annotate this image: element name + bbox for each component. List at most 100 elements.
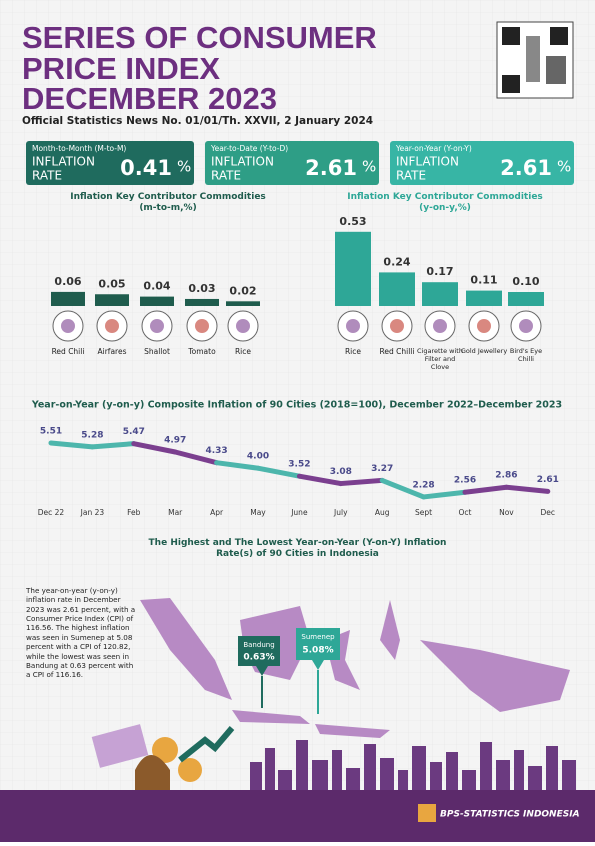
line-segment: [503, 484, 551, 494]
bar: [95, 294, 129, 306]
x-tick-label: Dec: [541, 508, 556, 517]
line-segment: [172, 449, 220, 466]
line-segment: [48, 440, 95, 450]
value-label: 4.33: [205, 446, 227, 456]
line-segment: [131, 441, 178, 455]
stat-value: 2.61: [305, 156, 357, 180]
value-label: 4.00: [247, 452, 269, 462]
text-box: Gold Jewellery: [461, 347, 507, 355]
x-tick-label: Jan 23: [80, 508, 105, 517]
value-label: 5.51: [40, 426, 62, 436]
wrapped-text: Tomato: [188, 347, 216, 356]
footer-org: BPS-STATISTICS INDONESIA: [440, 810, 580, 820]
category-icon-fill: [477, 319, 491, 333]
category-icon-fill: [519, 319, 533, 333]
title-line: SERIES OF CONSUMER: [22, 20, 377, 55]
qr-code: [496, 21, 574, 99]
value-label: 0.11: [470, 274, 497, 287]
wrapped-text: Red Chilli: [379, 347, 415, 356]
line-segment: [421, 489, 468, 500]
value-label: 4.97: [164, 436, 186, 446]
text-box: Airfares: [97, 347, 127, 356]
stat-unit: %: [557, 158, 571, 176]
text-box: Red Chilli: [379, 347, 415, 356]
line-segment: [338, 477, 385, 487]
value-label: 0.17: [426, 265, 453, 278]
value-label: 0.24: [383, 255, 410, 268]
value-label: 0.02: [229, 284, 256, 297]
x-tick-label: July: [333, 508, 348, 517]
text-box: Shallot: [144, 347, 170, 356]
stat-period: Month-to-Month (M-to-M): [32, 144, 126, 153]
stat-label: RATE: [211, 169, 241, 183]
category-icon-fill: [105, 319, 119, 333]
map-callout-sumenep: Sumenep 5.08%: [296, 628, 340, 714]
wrapped-text: Inflation Key Contributor Commodities (y…: [347, 192, 543, 214]
bar: [379, 272, 415, 306]
line-chart-title: Year-on-Year (y-on-y) Composite Inflatio…: [31, 400, 562, 411]
x-tick-label: Nov: [499, 508, 514, 517]
text-box: Inflation Key Contributor Commodities (y…: [347, 192, 543, 214]
stat-label: INFLATION: [211, 155, 274, 169]
stat-unit: %: [177, 158, 191, 176]
title-line: DECEMBER 2023: [22, 81, 277, 116]
stat-value: 2.61: [500, 156, 552, 180]
category-icon-fill: [236, 319, 250, 333]
line-segment: [214, 460, 261, 471]
text-box: Tomato: [188, 347, 216, 356]
bar: [466, 290, 502, 306]
paragraph-box: The year-on-year (y-on-y) inflation rate…: [26, 586, 135, 679]
bar: [185, 298, 219, 306]
stat-label: RATE: [32, 169, 62, 183]
bar: [335, 231, 371, 306]
stat-label: INFLATION: [32, 155, 95, 169]
value-label: 5.47: [123, 427, 145, 437]
skyline: [250, 740, 576, 792]
category-icon-fill: [150, 319, 164, 333]
text-box: Red Chili: [52, 347, 85, 356]
line-segment: [462, 484, 509, 495]
stat-label: INFLATION: [396, 155, 459, 169]
x-tick-label: Dec 22: [38, 508, 65, 517]
wrapped-text: Cigarette with Filter and Clove: [417, 347, 463, 372]
stat-box: [205, 141, 379, 185]
bar: [422, 282, 458, 306]
value-label: 0.04: [143, 280, 170, 293]
category-icon-fill: [433, 319, 447, 333]
value-label: 3.27: [371, 464, 393, 474]
wrapped-text: Airfares: [97, 347, 127, 356]
map-title: The Highest and The Lowest Year-on-Year …: [148, 538, 447, 559]
value-label: 3.52: [288, 460, 310, 470]
bar: [140, 296, 174, 306]
line-segment: [255, 465, 302, 479]
text-box: Bird's Eye Chilli: [509, 347, 543, 364]
stat-period: Year-on-Year (Y-on-Y): [395, 144, 472, 153]
wrapped-text: Bird's Eye Chilli: [509, 347, 543, 364]
footer-band: [0, 790, 595, 842]
stat-unit: %: [362, 158, 376, 176]
category-icon-fill: [390, 319, 404, 333]
stat-label: RATE: [396, 169, 426, 183]
x-tick-label: Mar: [168, 508, 183, 517]
bar: [51, 291, 85, 306]
callout-city: Sumenep: [301, 633, 335, 641]
x-tick-label: June: [290, 508, 308, 517]
stat-period: Year-to-Date (Y-to-D): [210, 144, 288, 153]
title: SERIES OF CONSUMER PRICE INDEX DECEMBER …: [22, 20, 377, 116]
map-title-box: The Highest and The Lowest Year-on-Year …: [148, 538, 447, 559]
value-label: 0.05: [98, 277, 125, 290]
line-segment: [296, 473, 344, 487]
category-icon-fill: [61, 319, 75, 333]
line-segment: [89, 441, 137, 450]
value-label: 0.53: [339, 215, 366, 228]
line-segment: [379, 477, 427, 500]
value-label: 0.03: [188, 282, 215, 295]
x-tick-label: Aug: [375, 508, 390, 517]
value-label: 0.06: [54, 275, 81, 288]
x-tick-label: Sept: [415, 508, 432, 517]
value-label: 2.86: [495, 471, 517, 481]
text-box: Cigarette with Filter and Clove: [417, 347, 463, 372]
map-callout-bandung: Bandung 0.63%: [238, 636, 280, 708]
text-box: Rice: [345, 347, 361, 356]
callout-rate: 0.63%: [243, 653, 274, 663]
